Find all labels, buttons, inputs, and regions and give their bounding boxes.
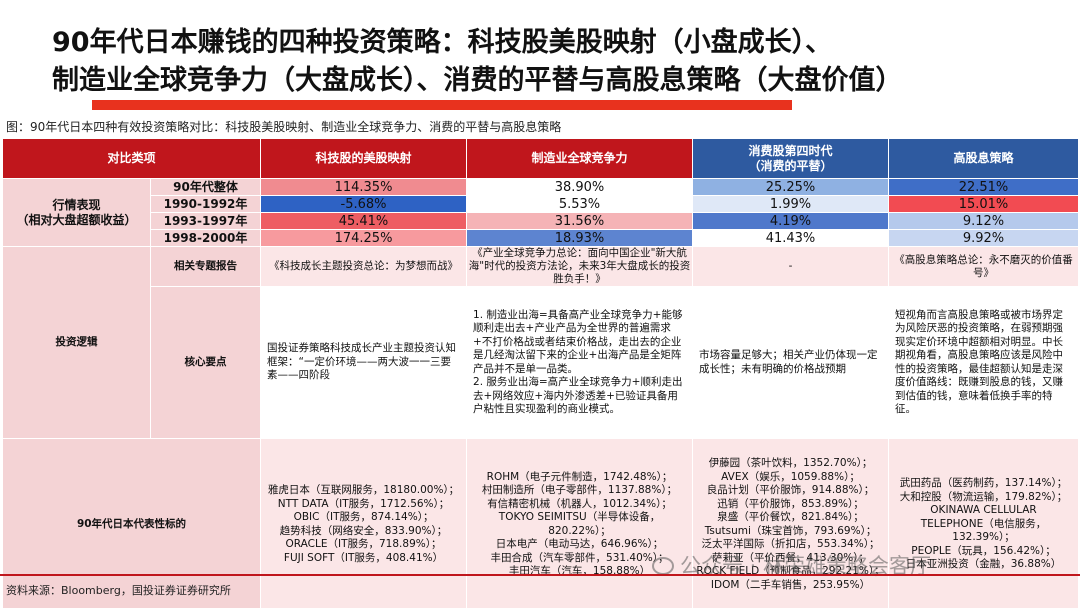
source-note: 资料来源：Bloomberg，国投证券证券研究所	[6, 584, 231, 597]
title-line-2: 制造业全球竞争力（大盘成长）、消费的平替与高股息策略（大盘价值）	[52, 65, 903, 96]
excess-return-cell: 1.99%	[692, 195, 890, 213]
stock-item: 迅销（平价服饰，853.89%）；	[717, 497, 864, 510]
report-consumer: -	[692, 246, 890, 287]
stock-item: ROHM（电子元件制造，1742.48%）；	[486, 470, 673, 483]
stock-item: 萨莉亚（平价西餐，413.30%）；	[712, 551, 869, 564]
stocks-tech: 雅虎日本（互联网服务，18180.00%）； NTT DATA（IT服务，1712…	[260, 438, 468, 608]
logic-section-label: 投资逻辑	[2, 246, 151, 439]
stock-item: 村田制造所（电子零部件，1137.88%）；	[481, 484, 678, 496]
period-label: 1993-1997年	[149, 212, 262, 230]
header-dividend-strategy: 高股息策略	[888, 138, 1080, 179]
stocks-manufacturing: ROHM（电子元件制造，1742.48%）； 村田制造所（电子零部件，1137.8…	[466, 438, 694, 608]
excess-return-cell: 31.56%	[466, 212, 694, 230]
excess-return-cell: 25.25%	[692, 178, 890, 196]
report-manufacturing: 《产业全球竞争力总论：面向中国企业"新大航海"时代的投资方法论，未来3年大盘成长…	[466, 246, 694, 287]
stock-item: NTT DATA（IT服务，1712.56%）；	[277, 497, 450, 510]
stock-item: 丰田合成（汽车零部件，531.40%）；	[490, 551, 669, 564]
stock-item: PEOPLE（玩具，156.42%）；	[911, 544, 1056, 557]
header-compare-item: 对比类项	[1, 138, 262, 179]
performance-row: 行情表现 （相对大盘超额收益） 90年代整体 114.35% 38.90% 25.25% 2…	[2, 178, 1080, 247]
stock-item: 良品计划（平价服饰，914.88%）；	[706, 484, 875, 496]
stock-item: 武田药品（医药制药，137.14%）；	[899, 477, 1068, 490]
stock-item: 泉盛（平价餐饮，821.84%）；	[717, 511, 864, 523]
stock-item: 132.39%）；	[952, 531, 1015, 544]
excess-return-cell: -5.68%	[260, 195, 468, 213]
stock-item: 有信精密机械（机器人，1012.34%）；	[487, 497, 672, 510]
header-manufacturing-strategy: 制造业全球竞争力	[466, 138, 694, 179]
strategy-comparison-table: 对比类项 科技股的美股映射 制造业全球竞争力 消费股第四时代 （消费的平替） 高…	[1, 138, 1080, 608]
stocks-dividend: 武田药品（医药制药，137.14%）； 大和控股（物流运输，179.82%）； OK…	[888, 438, 1080, 608]
stocks-consumer: 伊藤园（茶叶饮料，1352.70%）； AVEX（娱乐，1059.88%）； 良品计…	[692, 438, 890, 608]
excess-return-cell: 38.90%	[466, 178, 694, 196]
core-points-row: 核心要点 国投证券策略科技成长产业主题投资认知框架：“一定价环境——两大波一一三…	[3, 286, 1080, 439]
report-label: 相关专题报告	[149, 246, 262, 287]
core-consumer: 市场容量足够大；相关产业仍体现一定成长性；未有明确的价格战预期	[692, 286, 890, 439]
header-tech-strategy: 科技股的美股映射	[260, 138, 468, 179]
figure-caption: 图：90年代日本四种有效投资策略对比：科技股美股映射、制造业全球竞争力、消费的平…	[6, 120, 562, 134]
stocks-label: 90年代日本代表性标的	[1, 438, 262, 608]
report-tech: 《科技成长主题投资总论：为梦想而战》	[260, 246, 468, 287]
stock-item: OBIC（IT服务，874.14%）；	[293, 511, 434, 523]
excess-return-cell: 18.93%	[466, 229, 694, 247]
core-manufacturing: 1. 制造业出海=具备高产业全球竞争力+能够顺利走出去+产业产品为全世界的普遍需…	[466, 286, 694, 439]
wechat-icon	[652, 557, 674, 575]
title-accent-bar	[92, 100, 792, 110]
report-dividend: 《高股息策略总论：永不磨灭的价值番号》	[888, 246, 1080, 287]
performance-label-line2: （相对大盘超额收益）	[16, 212, 137, 227]
performance-row: 1990-1992年 -5.68% 5.53% 1.99% 15.01%	[3, 195, 1080, 213]
excess-return-cell: 114.35%	[260, 178, 468, 196]
title-line-1: 90年代日本赚钱的四种投资策略：科技股美股映射（小盘成长）、	[52, 27, 833, 58]
excess-return-cell: 41.43%	[692, 229, 890, 247]
stock-item: OKINAWA CELLULAR	[930, 504, 1037, 517]
stock-item: 大和控股（物流运输，179.82%）；	[899, 490, 1068, 503]
stock-item: FUJI SOFT（IT服务，408.41%）	[283, 551, 444, 564]
excess-return-cell: 174.25%	[260, 229, 468, 247]
excess-return-cell: 15.01%	[888, 195, 1080, 213]
stock-item: TOKYO SEIMITSU（半导体设备，	[498, 511, 661, 523]
performance-label-line1: 行情表现	[52, 197, 101, 212]
performance-row: 1993-1997年 45.41% 31.56% 4.19% 9.12%	[3, 212, 1080, 230]
core-dividend: 短视角而言高股息策略或被市场界定为风险厌恶的投资策略，在弱预期强现实定价环境中超…	[888, 286, 1080, 439]
excess-return-cell: 5.53%	[466, 195, 694, 213]
performance-row: 1998-2000年 174.25% 18.93% 41.43% 9.92%	[3, 229, 1080, 247]
page-title: 90年代日本赚钱的四种投资策略：科技股美股映射（小盘成长）、 制造业全球竞争力（…	[52, 24, 1052, 100]
stock-item: AVEX（娱乐，1059.88%）；	[721, 470, 860, 483]
header-consumer-line2: （消费的平替）	[748, 158, 833, 173]
header-consumer-line1: 消费股第四时代	[748, 143, 833, 158]
stock-item: 820.22%）；	[548, 524, 611, 537]
table-header-row: 对比类项 科技股的美股映射 制造业全球竞争力 消费股第四时代 （消费的平替） 高…	[1, 138, 1080, 179]
stock-item: 日本电产（电动马达，646.96%）；	[495, 538, 664, 550]
stock-item: Tsutsumi（珠宝首饰，793.69%）；	[704, 524, 877, 537]
period-label: 90年代整体	[149, 178, 262, 196]
excess-return-cell: 22.51%	[888, 178, 1080, 196]
stock-item: 雅虎日本（互联网服务，18180.00%）；	[267, 484, 460, 496]
excess-return-cell: 4.19%	[692, 212, 890, 230]
period-label: 1998-2000年	[149, 229, 262, 247]
stock-item: TELEPHONE（电信服务，	[920, 517, 1047, 530]
excess-return-cell: 9.12%	[888, 212, 1080, 230]
header-consumer-strategy: 消费股第四时代 （消费的平替）	[692, 138, 890, 179]
stock-item: 伊藤园（茶叶饮料，1352.70%）；	[708, 457, 873, 469]
stocks-row: 90年代日本代表性标的 雅虎日本（互联网服务，18180.00%）； NTT DA…	[1, 438, 1080, 608]
core-tech: 国投证券策略科技成长产业主题投资认知框架：“一定价环境——两大波一一三要素——四…	[260, 286, 468, 439]
stock-item: 日本亚洲投资（金融，36.88%）	[905, 558, 1062, 571]
stock-item: ORACLE（IT服务，718.89%）；	[285, 538, 442, 550]
core-label: 核心要点	[149, 286, 262, 439]
stock-item: 泛太平洋国际（折扣店，553.34%）；	[701, 538, 880, 550]
footer-rule	[0, 574, 1080, 576]
excess-return-cell: 45.41%	[260, 212, 468, 230]
report-row: 投资逻辑 相关专题报告 《科技成长主题投资总论：为梦想而战》 《产业全球竞争力总…	[2, 246, 1080, 439]
stock-item: IDOM（二手车销售，253.95%）	[710, 578, 871, 591]
excess-return-cell: 9.92%	[888, 229, 1080, 247]
performance-label: 行情表现 （相对大盘超额收益）	[2, 178, 151, 247]
stock-item: 趋势科技（网络安全，833.90%）；	[279, 524, 448, 537]
period-label: 1990-1992年	[149, 195, 262, 213]
